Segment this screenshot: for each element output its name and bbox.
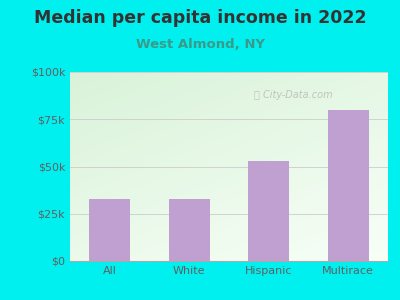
Bar [248, 161, 290, 261]
Bar [89, 199, 130, 261]
Text: Median per capita income in 2022: Median per capita income in 2022 [34, 9, 366, 27]
Bar [328, 110, 369, 261]
Bar [168, 199, 210, 261]
Text: West Almond, NY: West Almond, NY [136, 38, 264, 50]
Text: ⓘ City-Data.com: ⓘ City-Data.com [254, 90, 333, 100]
